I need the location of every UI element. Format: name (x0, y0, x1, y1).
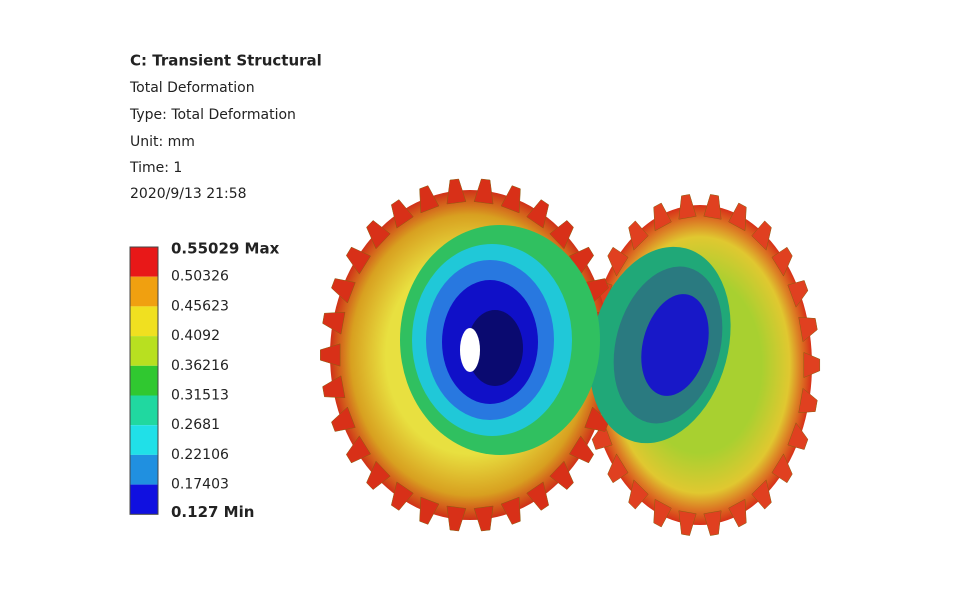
legend-label: 0.4092 (171, 328, 220, 344)
gear-tooth (771, 246, 793, 277)
legend-label: 0.17403 (171, 477, 229, 493)
gear-tooth (473, 178, 494, 205)
legend-swatch (130, 306, 158, 337)
gear-tooth (446, 505, 467, 532)
legend-swatch (130, 247, 158, 277)
gear-tooth (628, 479, 649, 510)
right-hub-inner (641, 294, 709, 396)
legend-label: 0.50326 (171, 269, 229, 285)
gear-tooth (803, 352, 821, 378)
legend-swatch (130, 336, 158, 366)
gear-tooth (346, 246, 371, 275)
legend-label: 0.55029 Max (171, 240, 280, 258)
legend-swatch (130, 454, 158, 485)
gear-tooth (569, 435, 594, 464)
gear-tooth (607, 453, 629, 484)
legend-swatch (130, 395, 158, 426)
gear-tooth (787, 422, 809, 450)
gear-tooth (653, 498, 672, 528)
gear-tooth (419, 496, 440, 525)
legend: 0.55029 Max 0.50326 0.45623 0.4092 0.36216 0.… (129, 240, 280, 521)
gear-tooth (653, 202, 672, 232)
left-gear-teeth (320, 178, 620, 532)
gear-tooth (678, 510, 697, 536)
date: 2020/9/13 21:58 (130, 186, 247, 202)
gear-tooth (751, 479, 772, 510)
gear-tooth (607, 246, 629, 277)
gear-tooth (549, 220, 574, 250)
gear-tooth (322, 311, 346, 335)
gear-tooth (391, 481, 414, 511)
left-hub-hole (460, 328, 480, 372)
legend-swatch (130, 276, 158, 307)
gear-tooth (446, 178, 467, 205)
gear-tooth (771, 453, 793, 484)
result-name: Total Deformation (129, 80, 255, 96)
legend-label: 0.127 Min (171, 503, 254, 521)
gear-tooth (526, 199, 549, 229)
gear-tooth (628, 220, 649, 251)
gear-tooth (419, 185, 440, 214)
gear-tooth (751, 220, 772, 251)
gear-tooth (549, 460, 574, 490)
unit: Unit: mm (130, 134, 195, 150)
gear-tooth (331, 406, 356, 432)
legend-label: 0.31513 (171, 388, 229, 404)
gear-tooth (322, 375, 346, 399)
gear-tooth (703, 194, 722, 220)
gear-tooth (366, 220, 391, 250)
legend-frame (129, 246, 159, 515)
left-hub-bore (467, 310, 523, 386)
legend-swatch (130, 484, 158, 515)
gear-model (320, 178, 821, 536)
gear-tooth (320, 343, 341, 367)
legend-label: 0.22106 (171, 447, 229, 463)
legend-label: 0.36216 (171, 358, 229, 374)
gear-tooth (798, 387, 818, 413)
gear-tooth (366, 460, 391, 490)
time: Time: 1 (129, 160, 182, 176)
legend-swatch (130, 365, 158, 396)
gear-tooth (331, 278, 356, 304)
right-gear-teeth (579, 194, 821, 536)
legend-label: 0.2681 (171, 417, 220, 433)
gear-tooth (798, 317, 818, 343)
gear-tooth (473, 505, 494, 532)
gear-tooth (703, 510, 722, 536)
gear-tooth (346, 435, 371, 464)
gear-tooth (391, 199, 414, 229)
gear-tooth (526, 481, 549, 511)
legend-swatch (130, 425, 158, 455)
gear-tooth (678, 194, 697, 220)
gear-tooth (787, 280, 809, 308)
gear-tooth (728, 498, 747, 528)
gear-tooth (728, 202, 747, 232)
gear-tooth (591, 422, 613, 450)
legend-label: 0.45623 (171, 298, 229, 314)
gear-tooth (500, 185, 521, 214)
result-type: Type: Total Deformation (129, 107, 296, 123)
gear-tooth (500, 496, 521, 525)
title: C: Transient Structural (130, 52, 322, 70)
